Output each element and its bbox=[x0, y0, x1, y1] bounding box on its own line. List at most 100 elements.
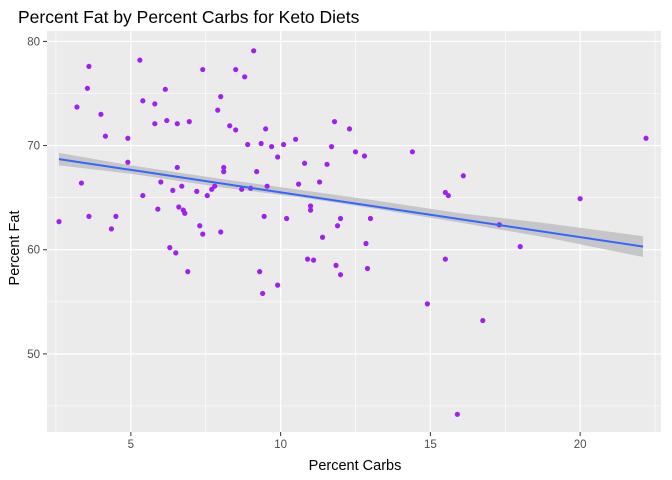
data-point bbox=[140, 98, 146, 104]
data-point bbox=[260, 290, 266, 297]
data-point bbox=[242, 74, 248, 80]
data-point bbox=[460, 173, 466, 179]
data-point bbox=[84, 85, 91, 91]
y-tick-label: 60 bbox=[27, 245, 40, 257]
data-point bbox=[251, 48, 257, 54]
data-point bbox=[155, 206, 161, 212]
data-point bbox=[310, 257, 317, 263]
data-point bbox=[212, 183, 218, 189]
trend-line bbox=[58, 158, 644, 248]
data-point bbox=[86, 213, 92, 219]
data-point bbox=[331, 119, 338, 125]
x-axis-ticks: 5 10 15 20 bbox=[128, 432, 587, 451]
data-point bbox=[324, 161, 330, 167]
y-tick-label: 70 bbox=[27, 141, 40, 153]
data-point bbox=[200, 66, 206, 73]
data-point bbox=[284, 215, 290, 222]
data-point bbox=[102, 133, 108, 139]
data-point bbox=[215, 107, 221, 113]
data-point bbox=[170, 187, 176, 193]
y-tick-label: 50 bbox=[27, 349, 40, 361]
data-point bbox=[137, 57, 143, 63]
y-tick-label: 80 bbox=[27, 36, 40, 48]
data-point bbox=[577, 196, 583, 202]
data-point bbox=[264, 183, 270, 189]
data-point bbox=[254, 169, 260, 175]
data-point bbox=[517, 244, 523, 250]
minor-gridlines bbox=[47, 31, 661, 432]
data-point bbox=[233, 127, 239, 133]
chart-title: Percent Fat by Percent Carbs for Keto Di… bbox=[18, 7, 360, 27]
data-point bbox=[164, 117, 170, 124]
x-axis-title: Percent Carbs bbox=[309, 458, 402, 474]
data-point bbox=[304, 256, 311, 262]
data-point bbox=[328, 144, 335, 150]
data-point bbox=[367, 215, 374, 222]
data-point bbox=[337, 272, 344, 278]
data-point bbox=[173, 250, 179, 256]
data-point bbox=[162, 86, 168, 92]
data-point bbox=[185, 269, 191, 275]
data-point bbox=[204, 192, 210, 199]
confidence-band-layer bbox=[58, 152, 644, 258]
data-point bbox=[275, 154, 281, 160]
data-point bbox=[346, 126, 353, 132]
data-point bbox=[179, 183, 185, 189]
confidence-band bbox=[58, 152, 644, 258]
data-point bbox=[167, 245, 173, 251]
y-axis-ticks: 50 60 70 80 bbox=[27, 36, 47, 361]
data-point bbox=[364, 265, 371, 272]
data-point bbox=[174, 121, 180, 127]
data-point bbox=[643, 135, 649, 141]
trend-line-layer bbox=[58, 158, 644, 248]
data-point bbox=[334, 223, 341, 229]
data-point bbox=[337, 215, 344, 222]
data-point bbox=[78, 180, 85, 186]
data-point bbox=[194, 188, 200, 194]
data-point bbox=[363, 240, 369, 247]
data-point bbox=[257, 269, 263, 275]
data-point bbox=[275, 282, 281, 288]
data-point bbox=[333, 262, 339, 268]
data-point bbox=[442, 256, 448, 262]
data-point bbox=[125, 135, 131, 141]
data-point bbox=[108, 226, 114, 232]
data-point bbox=[158, 179, 164, 185]
data-point bbox=[263, 126, 269, 132]
data-points bbox=[56, 48, 649, 417]
data-point bbox=[409, 149, 415, 155]
data-point bbox=[86, 63, 92, 70]
data-point bbox=[56, 219, 62, 225]
data-point bbox=[295, 181, 302, 187]
data-point bbox=[152, 121, 158, 127]
data-point bbox=[227, 123, 233, 129]
data-point bbox=[445, 192, 451, 199]
data-point bbox=[197, 223, 203, 229]
data-point bbox=[269, 144, 275, 150]
data-point bbox=[152, 101, 158, 107]
data-point bbox=[98, 111, 104, 117]
data-point bbox=[316, 179, 323, 185]
data-point bbox=[319, 234, 326, 240]
data-point bbox=[301, 160, 308, 166]
data-point bbox=[174, 164, 180, 171]
data-point bbox=[200, 231, 206, 237]
data-point bbox=[218, 94, 224, 100]
data-point bbox=[125, 159, 131, 165]
data-point bbox=[74, 104, 80, 110]
data-point bbox=[281, 141, 287, 148]
data-point bbox=[233, 66, 239, 73]
data-point bbox=[261, 213, 267, 219]
y-axis-title: Percent Fat bbox=[7, 211, 23, 286]
data-point bbox=[480, 317, 486, 324]
data-point bbox=[293, 136, 299, 142]
x-tick-label: 10 bbox=[274, 439, 287, 451]
data-point bbox=[307, 207, 314, 213]
x-tick-label: 5 bbox=[128, 439, 134, 451]
data-point bbox=[352, 149, 359, 155]
x-tick-label: 15 bbox=[424, 439, 437, 451]
data-point bbox=[454, 411, 460, 417]
data-point bbox=[218, 229, 224, 235]
data-point bbox=[307, 203, 314, 209]
